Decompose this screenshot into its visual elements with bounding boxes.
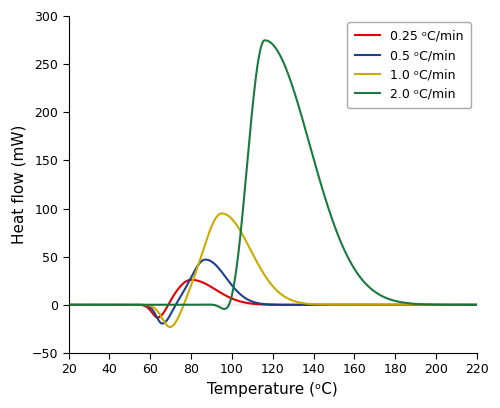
2.0 ᵒC/min — [474, 302, 480, 307]
0.5 ᵒC/min — [140, 302, 146, 307]
0.5 ᵒC/min — [332, 302, 338, 307]
0.5 ᵒC/min — [66, 302, 71, 307]
0.5 ᵒC/min — [310, 302, 316, 307]
1.0 ᵒC/min — [474, 302, 480, 307]
0.5 ᵒC/min — [160, 321, 166, 326]
0.5 ᵒC/min — [202, 257, 208, 262]
1.0 ᵒC/min — [310, 302, 316, 307]
0.25 ᵒC/min — [140, 303, 146, 308]
X-axis label: Temperature (ᵒC): Temperature (ᵒC) — [208, 382, 338, 397]
0.5 ᵒC/min — [370, 302, 376, 307]
0.25 ᵒC/min — [310, 302, 316, 307]
1.0 ᵒC/min — [167, 325, 173, 330]
0.25 ᵒC/min — [370, 302, 376, 307]
0.25 ᵒC/min — [188, 277, 194, 282]
2.0 ᵒC/min — [402, 300, 407, 305]
2.0 ᵒC/min — [262, 38, 268, 43]
0.5 ᵒC/min — [222, 273, 228, 278]
1.0 ᵒC/min — [66, 302, 71, 307]
1.0 ᵒC/min — [370, 302, 376, 307]
2.0 ᵒC/min — [332, 223, 338, 228]
0.25 ᵒC/min — [332, 302, 338, 307]
0.25 ᵒC/min — [402, 302, 407, 307]
1.0 ᵒC/min — [219, 211, 225, 216]
2.0 ᵒC/min — [140, 302, 146, 307]
1.0 ᵒC/min — [402, 302, 407, 307]
2.0 ᵒC/min — [310, 157, 316, 162]
1.0 ᵒC/min — [222, 211, 228, 216]
0.25 ᵒC/min — [154, 315, 160, 320]
0.25 ᵒC/min — [66, 302, 71, 307]
1.0 ᵒC/min — [140, 302, 146, 307]
Line: 2.0 ᵒC/min: 2.0 ᵒC/min — [68, 40, 477, 309]
Y-axis label: Heat flow (mW): Heat flow (mW) — [11, 125, 26, 244]
0.25 ᵒC/min — [474, 302, 480, 307]
2.0 ᵒC/min — [66, 302, 71, 307]
0.5 ᵒC/min — [402, 302, 407, 307]
2.0 ᵒC/min — [370, 288, 376, 293]
2.0 ᵒC/min — [222, 306, 228, 311]
Line: 0.5 ᵒC/min: 0.5 ᵒC/min — [68, 259, 477, 324]
Legend: 0.25 ᵒC/min, 0.5 ᵒC/min, 1.0 ᵒC/min, 2.0 ᵒC/min: 0.25 ᵒC/min, 0.5 ᵒC/min, 1.0 ᵒC/min, 2.0… — [348, 22, 471, 108]
0.5 ᵒC/min — [474, 302, 480, 307]
Line: 0.25 ᵒC/min: 0.25 ᵒC/min — [68, 280, 477, 317]
0.25 ᵒC/min — [222, 293, 228, 297]
Line: 1.0 ᵒC/min: 1.0 ᵒC/min — [68, 213, 477, 327]
2.0 ᵒC/min — [222, 306, 228, 311]
1.0 ᵒC/min — [332, 302, 338, 307]
